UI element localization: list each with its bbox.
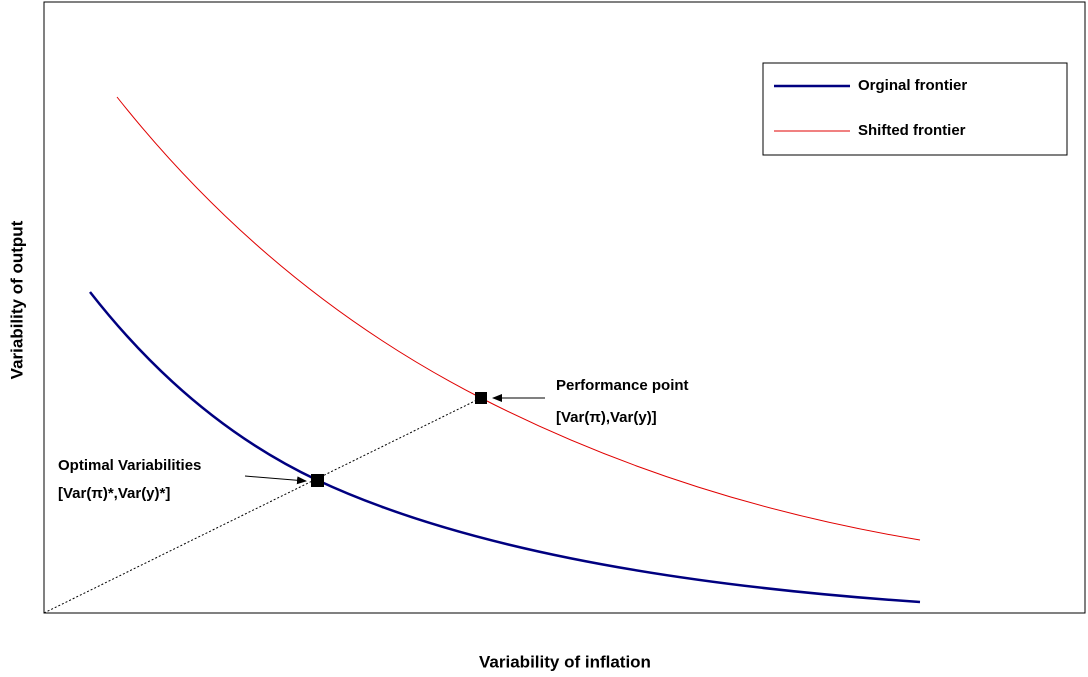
legend-label: Shifted frontier [858,122,966,139]
arrow [244,475,307,485]
annotation-text: Performance point [556,377,689,394]
y-axis-label: Variability of output [7,220,26,379]
optimal-point-marker [311,474,324,487]
x-axis-label: Variability of inflation [479,652,651,671]
performance-point-marker [475,392,487,404]
legend [762,62,1068,156]
annotation-text: [Var(π)*,Var(y)*] [58,485,170,502]
original-frontier-curve [89,291,921,604]
legend-label: Orginal frontier [858,77,967,94]
annotation-text: [Var(π),Var(y)] [556,409,657,426]
dotted-ray [43,397,482,614]
annotation-text: Optimal Variabilities [58,457,201,474]
